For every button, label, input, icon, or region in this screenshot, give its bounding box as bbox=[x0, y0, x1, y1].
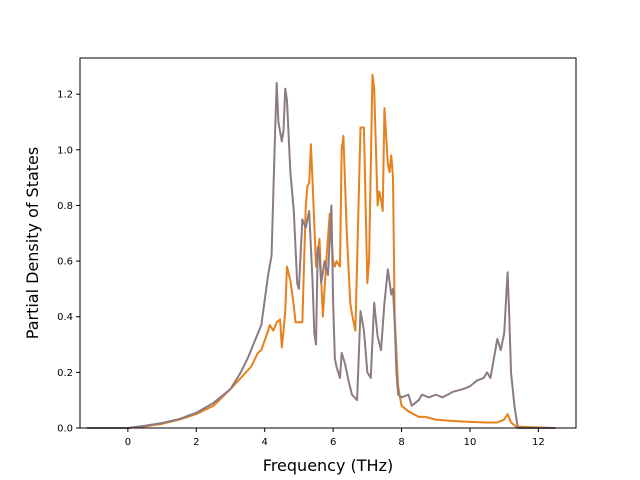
x-axis-ticks: 0 2 4 6 8 10 12 bbox=[125, 428, 545, 448]
x-tick-label-5: 10 bbox=[464, 437, 477, 448]
x-axis-label: Frequency (THz) bbox=[263, 456, 393, 475]
y-axis-label: Partial Density of States bbox=[23, 147, 42, 339]
y-tick-label-6: 1.2 bbox=[57, 90, 73, 101]
series-line-0 bbox=[86, 73, 556, 429]
x-tick-label-4: 8 bbox=[398, 437, 404, 448]
x-tick-label-1: 2 bbox=[193, 437, 199, 448]
y-tick-label-0: 0.0 bbox=[57, 424, 73, 435]
y-tick-label-2: 0.4 bbox=[57, 312, 73, 323]
y-axis-ticks: 0.0 0.2 0.4 0.6 0.8 1.0 1.2 bbox=[57, 90, 80, 435]
y-tick-label-4: 0.8 bbox=[57, 201, 73, 212]
x-tick-label-3: 6 bbox=[330, 437, 336, 448]
y-tick-label-5: 1.0 bbox=[57, 145, 73, 156]
series-layer bbox=[86, 73, 556, 429]
x-tick-label-2: 4 bbox=[262, 437, 268, 448]
y-tick-label-1: 0.2 bbox=[57, 368, 73, 379]
x-tick-label-6: 12 bbox=[532, 437, 545, 448]
x-tick-label-0: 0 bbox=[125, 437, 131, 448]
y-tick-label-3: 0.6 bbox=[57, 257, 73, 268]
series-line-1 bbox=[86, 82, 556, 429]
plot-frame bbox=[79, 57, 577, 429]
